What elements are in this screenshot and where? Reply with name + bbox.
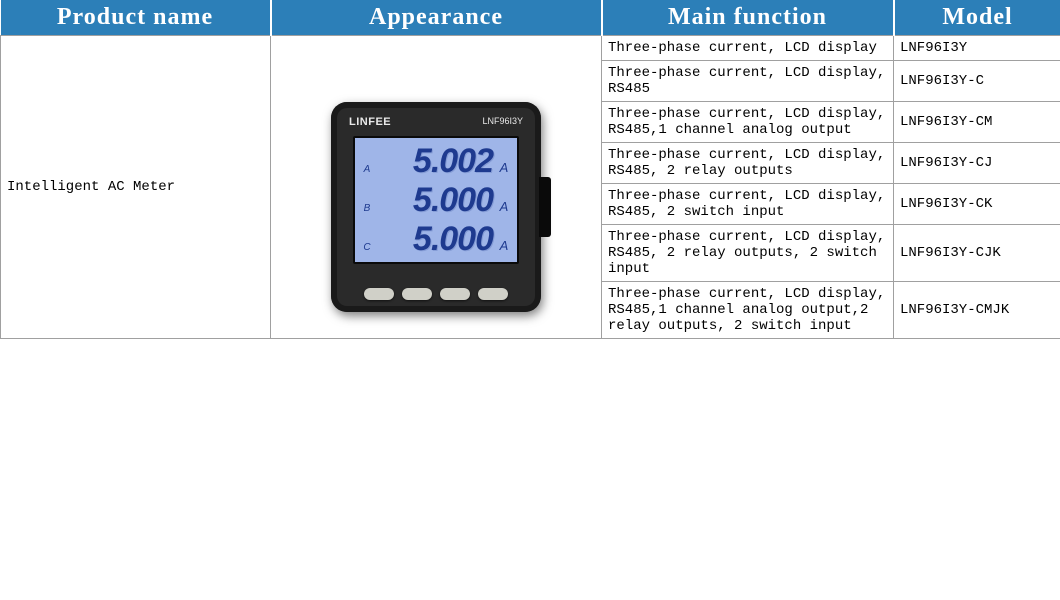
lcd-unit-label: A — [497, 199, 511, 214]
header-main-function: Main function — [602, 0, 894, 36]
function-cell: Three-phase current, LCD display, RS485,… — [602, 184, 894, 225]
product-table: Product name Appearance Main function Mo… — [0, 0, 1060, 339]
meter-brand-label: LINFEE — [349, 116, 391, 128]
appearance-cell: LINFEELNF96I3YA5.002AB5.000AC5.000A — [271, 36, 602, 339]
meter-buttons-row — [331, 288, 541, 300]
function-cell: Three-phase current, LCD display, RS485,… — [602, 143, 894, 184]
lcd-phase-label: A — [361, 164, 373, 175]
meter-button — [364, 288, 394, 300]
meter-device: LINFEELNF96I3YA5.002AB5.000AC5.000A — [331, 102, 541, 312]
model-cell: LNF96I3Y-CK — [894, 184, 1060, 225]
lcd-unit-label: A — [497, 238, 511, 253]
lcd-value: 5.000 — [373, 181, 497, 220]
table-header: Product name Appearance Main function Mo… — [1, 0, 1060, 36]
lcd-screen: A5.002AB5.000AC5.000A — [353, 136, 519, 264]
model-cell: LNF96I3Y-C — [894, 61, 1060, 102]
header-appearance: Appearance — [271, 0, 602, 36]
lcd-reading-row: C5.000A — [361, 220, 511, 258]
meter-side-clip — [539, 177, 551, 237]
lcd-reading-row: B5.000A — [361, 181, 511, 219]
meter-button — [478, 288, 508, 300]
table-body: Intelligent AC MeterLINFEELNF96I3YA5.002… — [1, 36, 1060, 339]
header-model: Model — [894, 0, 1060, 36]
lcd-phase-label: C — [361, 242, 373, 253]
model-cell: LNF96I3Y-CM — [894, 102, 1060, 143]
function-cell: Three-phase current, LCD display, RS485,… — [602, 225, 894, 282]
model-cell: LNF96I3Y-CJ — [894, 143, 1060, 184]
function-cell: Three-phase current, LCD display, RS485,… — [602, 102, 894, 143]
function-cell: Three-phase current, LCD display — [602, 36, 894, 61]
model-cell: LNF96I3Y-CMJK — [894, 282, 1060, 339]
function-cell: Three-phase current, LCD display, RS485,… — [602, 282, 894, 339]
lcd-unit-label: A — [497, 160, 511, 175]
function-cell: Three-phase current, LCD display, RS485 — [602, 61, 894, 102]
lcd-value: 5.000 — [373, 220, 497, 259]
lcd-phase-label: B — [361, 203, 373, 214]
meter-button — [440, 288, 470, 300]
model-cell: LNF96I3Y — [894, 36, 1060, 61]
meter-model-label: LNF96I3Y — [482, 116, 523, 126]
table-row: Intelligent AC MeterLINFEELNF96I3YA5.002… — [1, 36, 1060, 61]
lcd-reading-row: A5.002A — [361, 142, 511, 180]
model-cell: LNF96I3Y-CJK — [894, 225, 1060, 282]
product-name-cell: Intelligent AC Meter — [1, 36, 271, 339]
meter-button — [402, 288, 432, 300]
lcd-value: 5.002 — [373, 142, 497, 181]
header-product-name: Product name — [1, 0, 271, 36]
